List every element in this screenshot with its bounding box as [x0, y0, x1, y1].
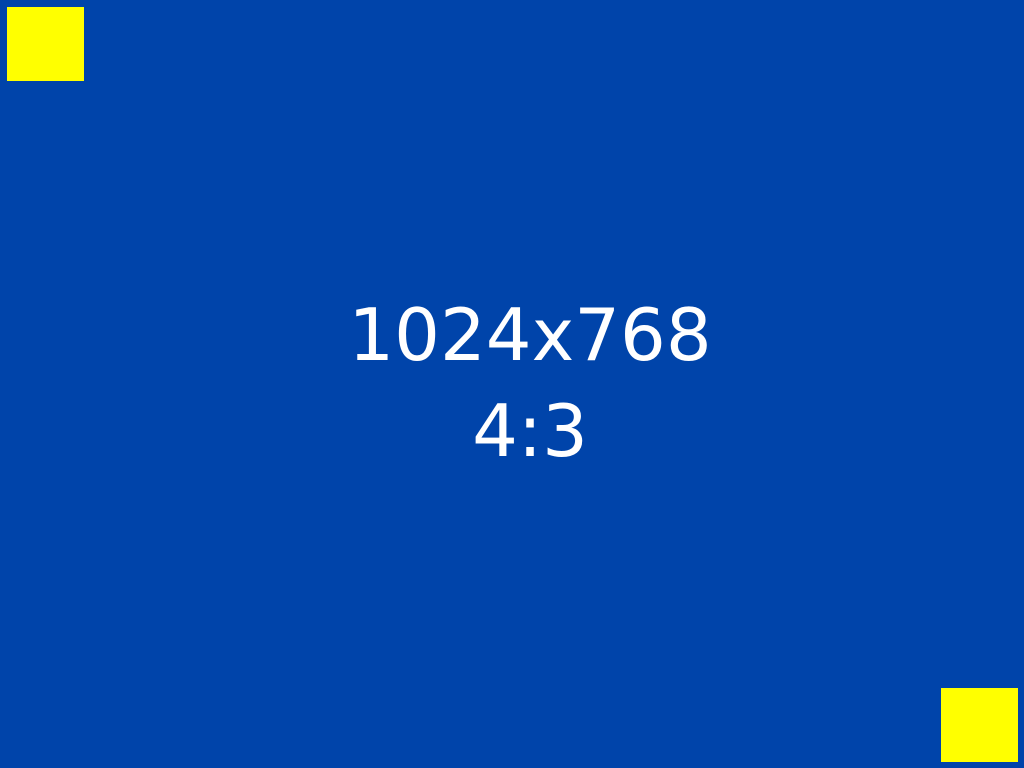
- aspect-ratio-label: 4:3: [472, 389, 588, 473]
- resolution-label: 1024x768: [348, 293, 712, 377]
- top-left-corner-marker: [7, 7, 84, 81]
- resolution-info: 1024x768 4:3: [0, 287, 1024, 479]
- bottom-right-corner-marker: [941, 688, 1018, 762]
